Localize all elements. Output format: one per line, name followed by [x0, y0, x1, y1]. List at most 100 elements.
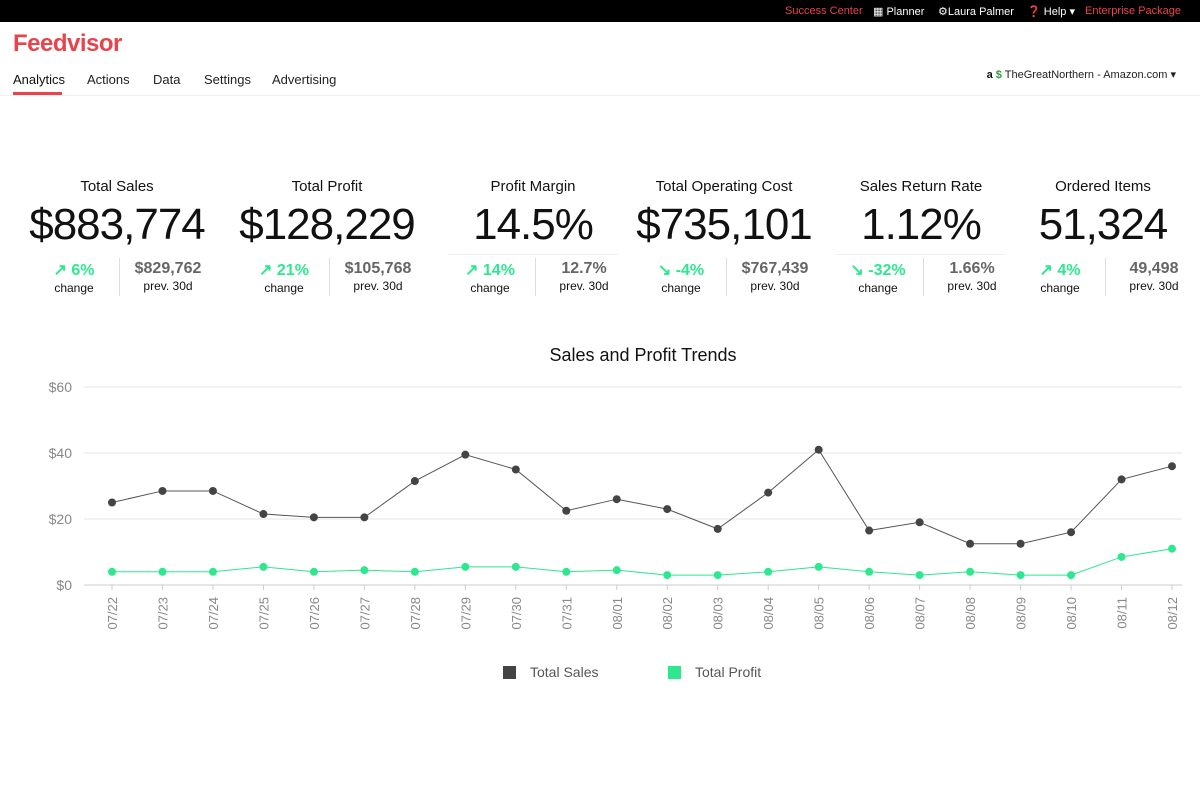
data-point-total-profit	[915, 571, 924, 580]
kpi-prev-value: 12.7%	[561, 260, 607, 277]
kpi-prev-value: $767,439	[741, 260, 809, 277]
data-point-total-sales	[1168, 462, 1176, 471]
nav-divider	[0, 95, 1200, 96]
help-menu[interactable]: ❓ Help ▾	[1027, 5, 1075, 18]
data-point-total-sales	[764, 488, 773, 497]
kpi-top-divider	[448, 254, 618, 255]
kpi-change: -32%	[868, 262, 906, 279]
enterprise-package-link[interactable]: Enterprise Package	[1085, 5, 1181, 17]
data-point-total-sales	[360, 513, 369, 522]
planner-label: Planner	[886, 6, 925, 18]
kpi-value: 51,324	[1038, 200, 1169, 249]
trend-down-icon: ↘	[850, 262, 864, 279]
data-point-total-profit	[814, 562, 823, 571]
kpi-divider	[119, 258, 120, 296]
data-point-total-profit	[1117, 552, 1126, 561]
x-tick-label: 08/10	[1064, 597, 1079, 630]
kpi-label: Sales Return Rate	[859, 178, 983, 195]
question-icon: ❓	[1027, 6, 1041, 18]
x-tick-label: 07/26	[307, 597, 322, 630]
kpi-top-divider	[836, 254, 1006, 255]
data-point-total-sales	[108, 498, 116, 507]
kpi-divider	[923, 258, 924, 296]
x-tick-label: 07/25	[256, 597, 271, 630]
kpi-prev-label: prev. 30d	[353, 279, 403, 293]
data-point-total-sales	[1016, 539, 1025, 548]
x-tick-label: 07/24	[206, 597, 221, 630]
kpi-value: 1.12%	[861, 200, 982, 249]
legend-total-sales[interactable]: Total Sales	[503, 664, 598, 680]
trend-up-icon: ↗	[53, 262, 67, 279]
data-point-total-profit	[1016, 571, 1025, 580]
series-line-total-sales	[111, 448, 1173, 545]
kpi-label: Profit Margin	[490, 178, 576, 195]
data-point-total-profit	[410, 567, 419, 576]
data-point-total-sales	[208, 486, 217, 495]
data-point-total-profit	[158, 567, 167, 576]
nav-settings[interactable]: Settings	[204, 72, 251, 87]
kpi-change-label: change	[661, 281, 701, 295]
kpi-value: $735,101	[636, 200, 813, 249]
y-tick-label: $40	[49, 445, 73, 461]
data-point-total-sales	[814, 445, 823, 454]
caret-down-icon: ▾	[1170, 69, 1176, 81]
legend-label: Total Sales	[530, 664, 599, 680]
x-tick-label: 08/11	[1115, 597, 1130, 629]
kpi-profit-margin: Profit Margin 14.5% ↗ 14% change 12.7% pre…	[438, 178, 628, 298]
kpi-prev-label: prev. 30d	[559, 279, 609, 293]
nav-actions[interactable]: Actions	[87, 72, 130, 87]
data-point-total-sales	[612, 495, 621, 504]
data-point-total-profit	[1168, 544, 1176, 553]
y-tick-label: $60	[49, 379, 73, 395]
series-line-total-profit	[112, 548, 1173, 576]
kpi-prev-value: $105,768	[344, 260, 412, 277]
user-menu[interactable]: ⚙Laura Palmer	[938, 5, 1014, 18]
nav-analytics[interactable]: Analytics	[13, 72, 66, 87]
data-point-total-profit	[108, 567, 116, 576]
data-point-total-sales	[1117, 475, 1126, 484]
nav-advertising[interactable]: Advertising	[272, 72, 337, 87]
kpi-change: 4%	[1057, 262, 1081, 279]
nav-data[interactable]: Data	[153, 72, 181, 87]
y-tick-label: $20	[49, 511, 73, 527]
x-tick-label: 08/02	[660, 597, 675, 630]
data-point-total-profit	[208, 567, 217, 576]
kpi-change-label: change	[1040, 281, 1080, 295]
kpi-prev-label: prev. 30d	[1129, 279, 1179, 293]
data-point-total-sales	[663, 505, 672, 514]
kpi-total-profit: Total Profit $128,229 ↗ 21% change $105,7…	[232, 178, 422, 298]
data-point-total-sales	[1067, 528, 1076, 537]
kpi-change-label: change	[858, 281, 898, 295]
legend-swatch-profit	[668, 666, 681, 679]
calendar-icon: ▦	[873, 6, 884, 18]
store-selector[interactable]: a $ TheGreatNorthern - Amazon.com ▾	[987, 68, 1176, 81]
kpi-label: Total Sales	[80, 178, 154, 195]
top-bar: Success Center ▦ Planner ⚙Laura Palmer ❓…	[0, 0, 1200, 22]
success-center-link[interactable]: Success Center	[785, 5, 863, 17]
trend-up-icon: ↗	[259, 262, 273, 279]
data-point-total-profit	[966, 567, 975, 576]
data-point-total-sales	[865, 526, 874, 535]
data-point-total-sales	[511, 465, 520, 474]
data-point-total-sales	[562, 506, 571, 515]
kpi-change: -4%	[675, 262, 705, 279]
data-point-total-profit	[612, 566, 621, 575]
trend-up-icon: ↗	[465, 262, 479, 279]
planner-link[interactable]: ▦ Planner	[873, 5, 924, 18]
x-tick-label: 07/27	[357, 597, 372, 630]
kpi-divider	[535, 258, 536, 296]
feedvisor-logo[interactable]: Feedvisor	[13, 30, 122, 57]
help-label: Help	[1043, 6, 1067, 18]
x-tick-label: 07/30	[509, 597, 524, 630]
chart-title: Sales and Profit Trends	[549, 345, 737, 365]
data-point-total-sales	[410, 477, 419, 486]
kpi-change-label: change	[264, 281, 304, 295]
x-tick-label: 08/01	[610, 597, 625, 630]
x-tick-label: 08/09	[1014, 597, 1029, 630]
kpi-change-label: change	[54, 281, 94, 295]
legend-total-profit[interactable]: Total Profit	[668, 664, 761, 680]
kpi-divider	[726, 258, 727, 296]
marketplace-name: - Amazon.com	[1097, 69, 1168, 81]
x-tick-label: 08/07	[913, 597, 928, 630]
data-point-total-profit	[511, 562, 520, 571]
